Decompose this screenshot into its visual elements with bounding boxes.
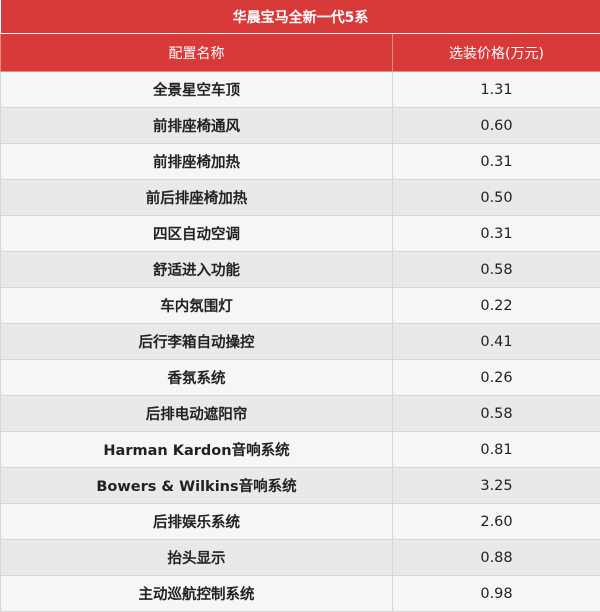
option-price-cell: 0.26 — [393, 360, 600, 396]
option-name-cell: Bowers & Wilkins音响系统 — [1, 468, 393, 504]
column-header-row: 配置名称 选装价格(万元) — [1, 34, 600, 72]
option-name-cell: 后排娱乐系统 — [1, 504, 393, 540]
option-name-cell: 后排电动遮阳帘 — [1, 396, 393, 432]
option-name-cell: 车内氛围灯 — [1, 288, 393, 324]
option-price-cell: 2.60 — [393, 504, 600, 540]
option-name-cell: 主动巡航控制系统 — [1, 576, 393, 612]
option-name-cell: 四区自动空调 — [1, 216, 393, 252]
option-price-cell: 1.31 — [393, 72, 600, 108]
table-title: 华晨宝马全新一代5系 — [1, 0, 600, 34]
option-price-cell: 0.81 — [393, 432, 600, 468]
option-name-cell: 前排座椅加热 — [1, 144, 393, 180]
column-header-price: 选装价格(万元) — [393, 34, 600, 72]
option-price-cell: 0.50 — [393, 180, 600, 216]
option-price-cell: 0.31 — [393, 216, 600, 252]
option-name-cell: 前后排座椅加热 — [1, 180, 393, 216]
option-name-cell: 舒适进入功能 — [1, 252, 393, 288]
option-name-cell: 抬头显示 — [1, 540, 393, 576]
option-name-cell: 香氛系统 — [1, 360, 393, 396]
option-price-cell: 0.88 — [393, 540, 600, 576]
option-name-cell: 后行李箱自动操控 — [1, 324, 393, 360]
option-price-cell: 0.31 — [393, 144, 600, 180]
option-price-cell: 0.41 — [393, 324, 600, 360]
option-name-cell: 全景星空车顶 — [1, 72, 393, 108]
column-header-name: 配置名称 — [1, 34, 393, 72]
table-title-row: 华晨宝马全新一代5系 — [1, 0, 600, 34]
option-price-cell: 0.60 — [393, 108, 600, 144]
option-price-cell: 0.22 — [393, 288, 600, 324]
option-name-cell: 前排座椅通风 — [1, 108, 393, 144]
option-price-cell: 3.25 — [393, 468, 600, 504]
option-name-cell: Harman Kardon音响系统 — [1, 432, 393, 468]
option-price-cell: 0.58 — [393, 396, 600, 432]
option-price-cell: 0.98 — [393, 576, 600, 612]
option-price-cell: 0.58 — [393, 252, 600, 288]
